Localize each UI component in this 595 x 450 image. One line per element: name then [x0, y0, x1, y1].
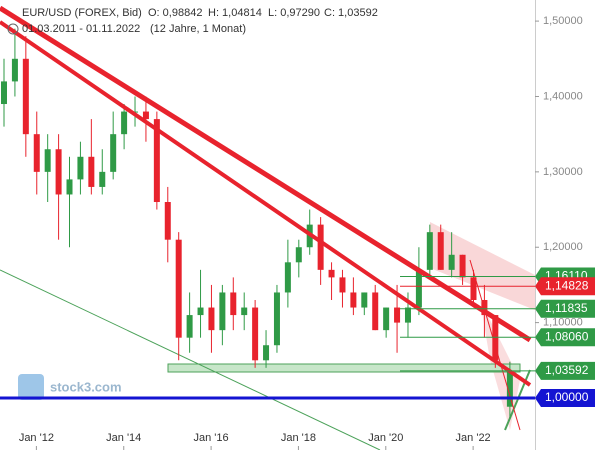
y-tick-label: 1,20000 — [543, 241, 583, 253]
x-tick-label: Jan '22 — [456, 432, 491, 444]
candle-body — [273, 292, 280, 346]
trend-line — [469, 259, 521, 431]
quote-open: O: 0,98842 — [148, 7, 202, 19]
candle-body — [230, 292, 237, 316]
candle-body — [88, 156, 95, 187]
y-tick-label: 1,50000 — [543, 15, 583, 27]
candle-body — [219, 292, 226, 331]
candle-body — [459, 254, 466, 278]
quote-high: H: 1,04814 — [208, 7, 262, 19]
trend-line — [0, 5, 532, 343]
candle-body — [372, 292, 379, 331]
quote-low: L: 0,97290 — [268, 7, 320, 19]
candle-body — [142, 111, 149, 120]
watermark-logo — [18, 374, 44, 400]
candle-body — [55, 149, 62, 195]
level-tag — [535, 361, 595, 380]
candle-body — [284, 262, 291, 293]
candle-body — [295, 247, 302, 263]
chart-title: EUR/USD (FOREX, Bid) — [22, 7, 142, 19]
x-tick-label: Jan '18 — [281, 432, 316, 444]
candle-body — [470, 277, 477, 300]
candle-body — [22, 58, 29, 135]
y-tick-label: 1,30000 — [543, 166, 583, 178]
level-label: 1,11835 — [545, 301, 588, 315]
candle-body — [383, 307, 390, 331]
channel — [430, 222, 535, 310]
candle-body — [350, 292, 357, 308]
candle-body — [437, 232, 444, 270]
candle-body — [77, 156, 84, 180]
candle-body — [44, 149, 51, 172]
y-tick-label: 1,10000 — [543, 317, 583, 329]
trend-line — [0, 269, 381, 450]
candle-body — [197, 307, 204, 316]
level-label: 1,00000 — [545, 390, 589, 404]
candle-body — [164, 202, 171, 240]
candle-body — [415, 269, 422, 308]
candle-body — [1, 81, 7, 105]
candle-body — [11, 58, 18, 82]
candle-body — [506, 370, 513, 407]
candle-body — [339, 277, 346, 293]
candle-body — [394, 307, 401, 323]
quote-close: C: 1,03592 — [324, 7, 378, 19]
level-tag — [535, 328, 595, 347]
candle-body — [241, 307, 248, 316]
level-label: 1,03592 — [545, 363, 589, 377]
candle-body — [121, 111, 128, 135]
candle-body — [426, 232, 433, 270]
support-zone — [167, 363, 521, 373]
candle-body — [186, 315, 193, 338]
candle-body — [208, 307, 215, 331]
candle-body — [263, 345, 270, 361]
candle-body — [33, 134, 40, 172]
x-tick-label: Jan '16 — [194, 432, 229, 444]
candle-body — [448, 254, 455, 270]
x-tick-label: Jan '20 — [368, 432, 403, 444]
candle-body — [252, 307, 259, 361]
candle-body — [66, 179, 73, 195]
x-tick-label: Jan '14 — [106, 432, 141, 444]
trend-line — [0, 20, 532, 387]
candle-body — [99, 171, 106, 187]
candle-body — [361, 292, 368, 308]
icon — [7, 23, 19, 35]
subtitle: 01.03.2011 - 01.11.2022 — [22, 23, 140, 35]
y-tick-label: 1,40000 — [543, 90, 583, 102]
candle-body — [317, 224, 324, 270]
level-tag — [535, 388, 595, 407]
candle-body — [404, 307, 411, 323]
candle-body — [328, 269, 335, 278]
annotation: (12 Jahre, 1 Monat) — [150, 23, 246, 35]
candle-body — [153, 119, 160, 203]
level-tag — [535, 277, 595, 296]
level-label: 1,14828 — [545, 278, 589, 292]
watermark: stock3.com — [50, 379, 122, 394]
level-tag — [535, 299, 595, 318]
x-tick-label: Jan '12 — [19, 432, 54, 444]
level-label: 1,08060 — [545, 329, 589, 343]
candle-body — [110, 134, 117, 172]
candle-body — [175, 239, 182, 338]
